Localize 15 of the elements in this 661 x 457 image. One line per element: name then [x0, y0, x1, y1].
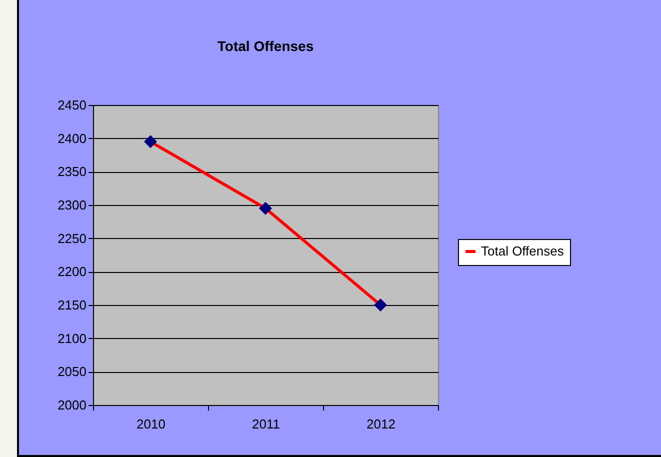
y-tick-label: 2050 [58, 364, 86, 380]
legend-label: Total Offenses [481, 244, 564, 258]
x-tick-label: 2012 [366, 416, 396, 432]
y-tick-label: 2450 [58, 98, 86, 112]
y-tick-label: 2350 [58, 164, 86, 180]
y-tick-label: 2300 [58, 198, 86, 212]
x-tick-label: 2011 [252, 416, 280, 432]
y-tick-label: 2100 [58, 330, 86, 346]
y-tick-label: 2200 [58, 264, 86, 280]
y-tick-label: 2250 [58, 230, 86, 246]
chart-title: Total Offenses [217, 38, 314, 54]
y-tick-label: 2150 [58, 298, 86, 312]
x-tick-label: 2010 [136, 416, 166, 432]
y-tick-label: 2000 [58, 398, 86, 412]
y-tick-label: 2400 [58, 130, 86, 146]
